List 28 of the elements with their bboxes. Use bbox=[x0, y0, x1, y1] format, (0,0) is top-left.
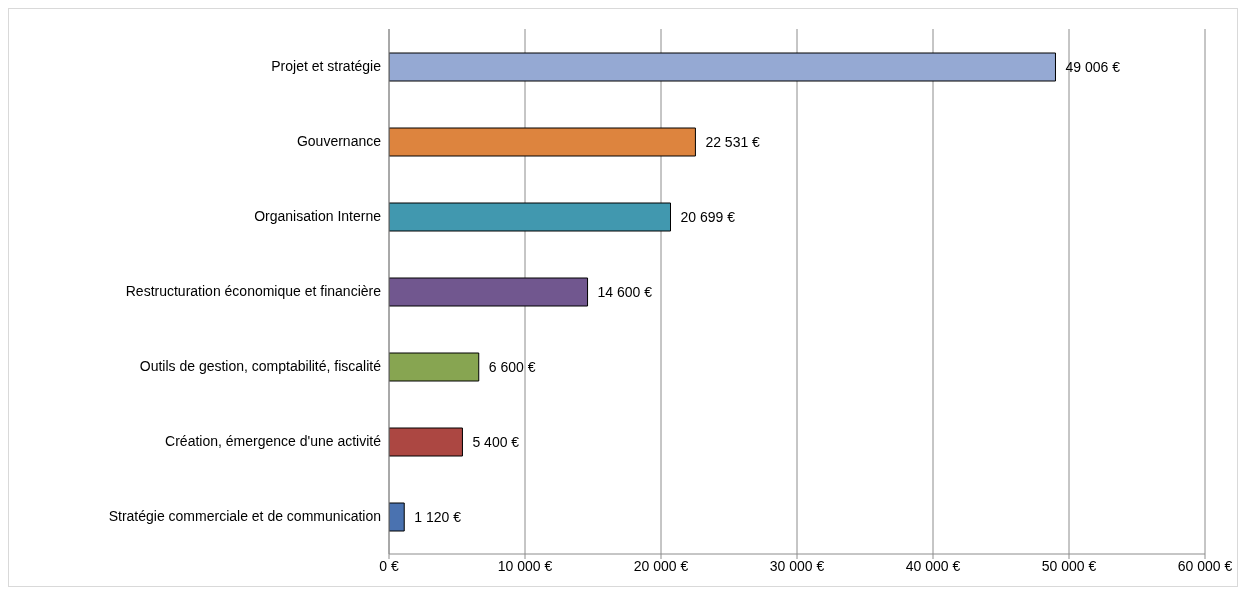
bar bbox=[389, 127, 696, 157]
y-tick-label: Stratégie commerciale et de communication bbox=[108, 508, 381, 525]
x-tick-label: 30 000 € bbox=[769, 557, 825, 574]
data-label: 14 600 € bbox=[597, 284, 653, 300]
data-label: 49 006 € bbox=[1065, 59, 1121, 75]
bar bbox=[389, 427, 463, 457]
bar bbox=[389, 202, 672, 232]
x-tick-label: 60 000 € bbox=[1177, 557, 1233, 574]
y-tick-label: Gouvernance bbox=[296, 133, 382, 150]
y-tick-label: Organisation Interne bbox=[254, 208, 382, 225]
data-label: 5 400 € bbox=[472, 434, 520, 450]
x-tick-label: 10 000 € bbox=[497, 557, 553, 574]
data-label: 22 531 € bbox=[705, 134, 761, 150]
x-tick-label: 50 000 € bbox=[1041, 557, 1097, 574]
y-tick-label: Création, émergence d'une activité bbox=[165, 433, 382, 450]
x-tick-label: 40 000 € bbox=[905, 557, 961, 574]
data-label: 1 120 € bbox=[414, 509, 462, 525]
bar bbox=[389, 52, 1056, 82]
x-tick-label: 0 € bbox=[379, 557, 399, 574]
data-label: 6 600 € bbox=[488, 359, 536, 375]
y-tick-label: Projet et stratégie bbox=[271, 58, 382, 75]
x-tick-label: 20 000 € bbox=[633, 557, 689, 574]
y-tick-label: Outils de gestion, comptabilité, fiscalité bbox=[139, 358, 382, 375]
data-label: 20 699 € bbox=[680, 209, 736, 225]
bar bbox=[389, 352, 480, 382]
bar bbox=[389, 502, 405, 532]
y-tick-label: Restructuration économique et financière bbox=[125, 283, 382, 300]
bar bbox=[389, 277, 589, 307]
